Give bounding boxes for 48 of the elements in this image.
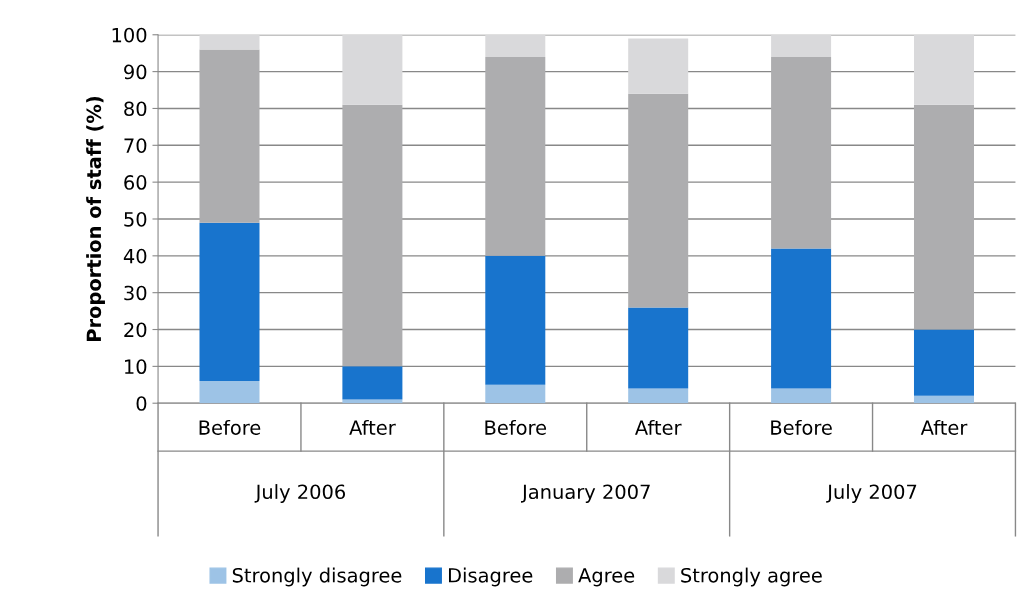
text: July 2006 <box>254 484 346 503</box>
y-axis-title: Proportion of staff (%) <box>86 96 105 341</box>
x-tick-label: After <box>920 419 968 435</box>
y-tick-label: 30 <box>124 285 147 301</box>
y-tick-label: 0 <box>136 396 147 411</box>
legend-label: Disagree <box>448 567 533 587</box>
y-tick-label: 60 <box>124 175 147 190</box>
y-tick-label: 80 <box>124 101 147 117</box>
y-tick-label: 70 <box>124 138 147 153</box>
bar <box>771 56 832 249</box>
bar <box>771 388 832 404</box>
bar <box>628 388 689 404</box>
bar <box>342 366 403 400</box>
bar <box>485 384 546 404</box>
bar <box>342 104 403 367</box>
x-tick-label: Before <box>199 419 261 435</box>
y-tick-label: 50 <box>124 211 147 227</box>
y-tick-label: 90 <box>124 64 147 80</box>
bar <box>485 255 546 385</box>
y-tick-label: 40 <box>123 248 147 264</box>
legend-label: Strongly disagree <box>232 567 402 587</box>
bar <box>628 38 689 94</box>
bar <box>199 381 260 404</box>
x-tick-label: After <box>349 419 396 435</box>
bar <box>771 248 832 389</box>
legend-label: Agree <box>578 568 635 587</box>
bar <box>199 34 260 50</box>
text: July 2007 <box>826 484 917 503</box>
y-tick-label: 100 <box>112 27 147 43</box>
bar <box>628 307 689 389</box>
bar <box>913 104 974 330</box>
bar <box>199 222 260 382</box>
bar <box>913 34 974 105</box>
bar <box>913 329 974 396</box>
y-tick-label: 10 <box>125 359 147 375</box>
bar <box>485 34 546 57</box>
bar <box>628 93 689 308</box>
bar <box>342 34 403 105</box>
x-tick-label: Before <box>771 419 832 435</box>
text: January 2007 <box>521 484 650 503</box>
x-tick-label: Before <box>485 419 547 435</box>
bar <box>771 34 832 57</box>
y-tick-label: 20 <box>124 322 147 338</box>
legend-label: Strongly agree <box>681 567 822 587</box>
bar <box>199 49 260 223</box>
bar <box>913 395 974 404</box>
x-tick-label: After <box>635 419 682 435</box>
bar <box>485 56 546 256</box>
